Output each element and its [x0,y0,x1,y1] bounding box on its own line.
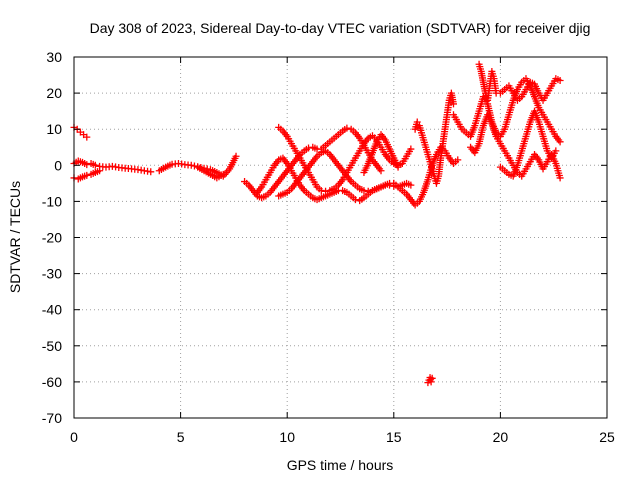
data-point [454,156,462,164]
series-s1 [70,123,91,141]
series-s2 [70,157,155,176]
y-tick-label: 20 [46,85,62,101]
y-tick-label: 10 [46,121,62,137]
data-point [317,187,325,195]
data-point [552,147,560,155]
data-point-dense [190,162,198,170]
series-s18 [496,107,560,180]
data-point [364,187,372,195]
x-tick-label: 5 [177,429,185,445]
y-tick-label: -60 [42,374,62,390]
y-tick-label: -20 [42,230,62,246]
data-point [147,168,155,176]
data-point [351,196,359,204]
data-point [556,174,564,182]
plot-frame [73,56,608,419]
series-s3 [70,167,104,183]
data-point [377,167,385,175]
data-point [187,161,195,169]
series-s13 [424,374,436,387]
series-s9 [275,147,398,200]
y-tick-label: -30 [42,266,62,282]
data-points [70,60,564,387]
series-s5 [194,163,227,182]
x-tick-labels: 0 5 10 15 20 25 [70,429,615,445]
data-point [556,76,564,84]
y-tick-label: 30 [46,49,62,65]
x-tick-label: 0 [70,429,78,445]
x-tick-label: 10 [279,429,295,445]
data-point [232,152,240,160]
data-point [343,124,351,132]
series-s15 [467,111,564,182]
data-point [83,133,91,141]
y-tick-label: -40 [42,302,62,318]
y-tick-labels: -70 -60 -50 -40 -30 -20 -10 0 10 20 30 [42,49,62,426]
data-point [322,187,330,195]
data-point [83,171,91,179]
data-point [407,181,415,189]
data-point [394,163,402,171]
x-tick-label: 25 [599,429,615,445]
chart-title: Day 308 of 2023, Sidereal Day-to-day VTE… [90,20,591,36]
data-point [96,167,104,175]
series-s17 [496,75,564,104]
axis-ticks [73,56,608,419]
x-tick-label: 20 [493,429,509,445]
series-s12 [411,89,457,187]
y-axis-label: SDTVAR / TECUs [7,181,23,293]
y-tick-label: -70 [42,410,62,426]
y-tick-label: -10 [42,193,62,209]
series-s10 [360,131,402,177]
series-s16 [475,60,500,104]
x-tick-label: 15 [386,429,402,445]
data-point [219,170,227,178]
series-s8 [275,123,415,195]
data-point [556,138,564,146]
grid-lines [74,57,607,418]
data-point [427,378,435,386]
data-point [83,161,91,169]
data-point [305,144,313,152]
y-tick-label: -50 [42,338,62,354]
series-s7 [253,154,415,205]
data-point [449,100,457,108]
data-point [413,118,421,126]
data-point [407,145,415,153]
data-point [91,161,99,169]
y-tick-label: 0 [54,157,62,173]
series-s11 [390,143,462,209]
data-point [428,374,436,382]
x-axis-label: GPS time / hours [287,457,394,473]
data-point [360,187,368,195]
